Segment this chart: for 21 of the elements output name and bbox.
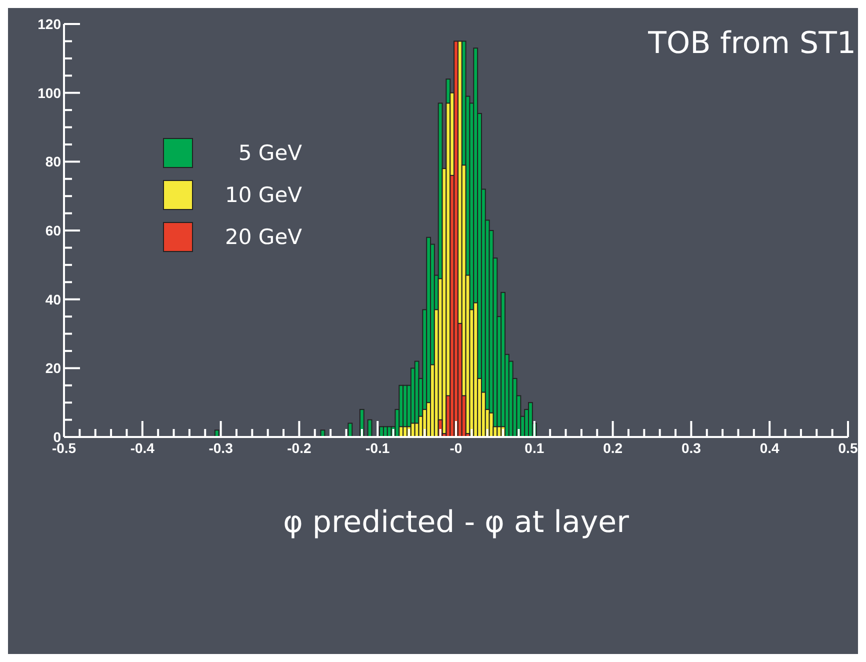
x-tick-label: -0.3: [208, 440, 234, 456]
x-tick-label: 0.2: [603, 440, 623, 456]
x-tick-label: -0: [450, 440, 462, 456]
legend-label: 20 GeV: [224, 225, 302, 249]
y-tick-label: 80: [45, 154, 62, 170]
legend-label: 10 GeV: [224, 183, 302, 207]
y-tick-label: 120: [38, 16, 62, 32]
x-tick-label: 0.4: [760, 440, 780, 456]
x-tick-label: 0.5: [838, 440, 858, 456]
x-tick-label: -0.1: [366, 440, 390, 456]
x-tick-label: -0.2: [287, 440, 312, 456]
y-tick-label: 60: [45, 222, 62, 238]
legend-label: 5 GeV: [237, 141, 302, 165]
x-axis-title: φ predicted - φ at layer: [283, 505, 630, 540]
x-tick-label: -0.4: [130, 440, 155, 456]
x-tick-label: 0.1: [524, 440, 544, 456]
x-tick-label: 0.3: [681, 440, 702, 456]
y-tick-label: 100: [38, 84, 62, 101]
chart-title: TOB from ST1: [648, 26, 856, 61]
y-tick-label: 40: [45, 291, 62, 308]
y-tick-label: 20: [45, 360, 62, 376]
